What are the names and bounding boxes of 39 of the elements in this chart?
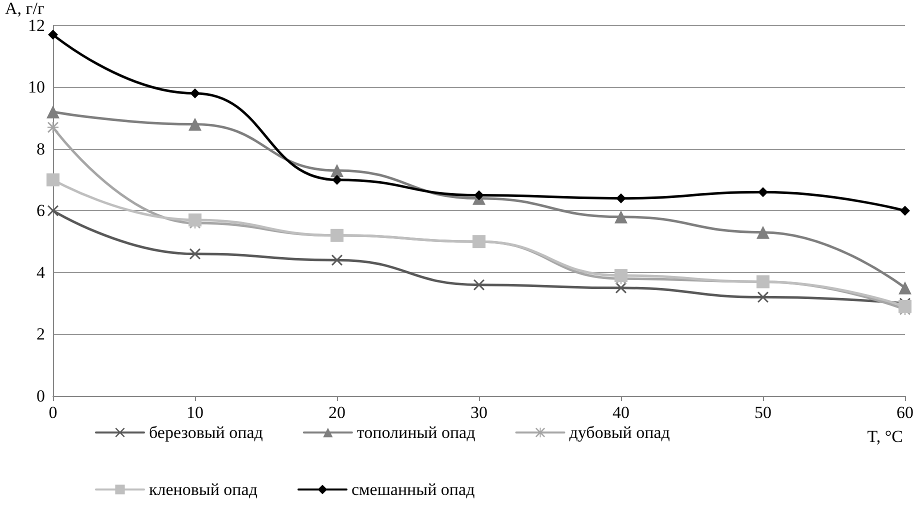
point <box>330 164 344 178</box>
legend-label: смешанный опад <box>351 480 476 499</box>
point <box>474 190 484 200</box>
point <box>190 248 200 260</box>
point <box>332 174 342 185</box>
point <box>46 105 60 118</box>
legend-label: тополиный опад <box>356 423 476 442</box>
x-tick-label: 20 <box>328 403 346 422</box>
y-tick-label: 12 <box>28 16 45 35</box>
legend-label: березовый опад <box>149 423 264 442</box>
point <box>898 281 912 294</box>
point <box>614 210 628 224</box>
x-tick-label: 10 <box>186 403 204 422</box>
point <box>616 193 626 204</box>
y-tick-label: 6 <box>36 201 45 220</box>
point <box>48 30 58 40</box>
y-tick-label: 4 <box>36 262 46 282</box>
x-tick-label: 0 <box>48 403 58 422</box>
y-tick-label: 10 <box>28 78 45 97</box>
point <box>190 88 200 98</box>
x-tick-label: 60 <box>896 403 914 422</box>
x-tick-label: 50 <box>754 403 772 422</box>
x-tick-label: 30 <box>470 403 488 422</box>
point <box>898 300 912 313</box>
point <box>900 206 910 216</box>
legend-label: кленовый опад <box>149 480 258 499</box>
point <box>614 269 628 282</box>
point <box>756 226 770 239</box>
point <box>188 213 202 226</box>
y-axis-title: A, г/г <box>5 0 44 18</box>
point <box>46 173 60 186</box>
point <box>758 187 768 198</box>
y-tick-label: 2 <box>36 324 45 344</box>
legend-label: дубовый опад <box>569 423 670 442</box>
x-axis-title: T, °C <box>867 427 903 446</box>
x-tick-label: 40 <box>612 403 630 422</box>
point <box>188 118 202 131</box>
y-tick-label: 0 <box>36 386 45 406</box>
y-tick-label: 8 <box>36 139 45 158</box>
